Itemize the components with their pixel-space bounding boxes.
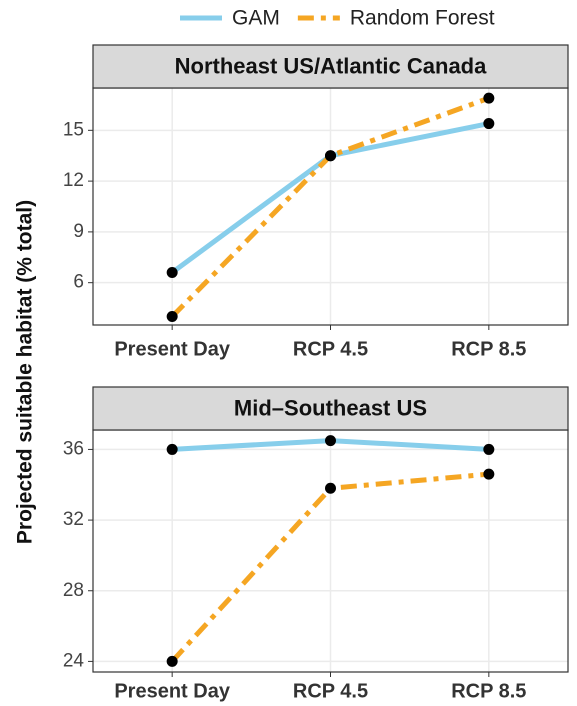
data-point xyxy=(483,468,495,480)
y-tick-label: 15 xyxy=(63,119,84,140)
strip-title: Mid–Southeast US xyxy=(234,395,427,420)
y-tick-label: 12 xyxy=(63,170,84,191)
y-tick-label: 32 xyxy=(63,509,84,530)
data-point xyxy=(166,311,178,323)
legend-label: GAM xyxy=(232,7,280,30)
strip-title: Northeast US/Atlantic Canada xyxy=(175,53,487,78)
x-tick-label: Present Day xyxy=(114,338,230,360)
data-point xyxy=(325,435,336,447)
x-tick-label: RCP 8.5 xyxy=(451,680,526,702)
y-tick-label: 6 xyxy=(73,272,84,293)
x-tick-label: RCP 4.5 xyxy=(293,338,368,360)
data-point xyxy=(166,267,178,279)
strip xyxy=(92,386,569,431)
y-tick-label: 9 xyxy=(73,221,84,242)
legend: GAM Random Forest xyxy=(180,7,495,30)
data-point xyxy=(483,443,495,455)
x-tick-label: RCP 4.5 xyxy=(293,680,368,702)
data-point xyxy=(483,118,495,130)
y-tick-label: 36 xyxy=(63,438,84,459)
y-tick-label: 28 xyxy=(63,580,84,601)
data-point xyxy=(483,92,495,104)
data-point xyxy=(166,655,178,667)
data-point xyxy=(325,150,336,162)
x-tick-label: RCP 8.5 xyxy=(451,338,526,360)
y-axis-label: Projected suitable habitat (% total) xyxy=(14,200,37,544)
x-tick-label: Present Day xyxy=(114,680,230,702)
data-point xyxy=(325,482,336,494)
strip xyxy=(92,44,569,89)
y-tick-label: 24 xyxy=(63,650,85,671)
legend-label: Random Forest xyxy=(350,7,495,30)
data-point xyxy=(166,443,178,455)
